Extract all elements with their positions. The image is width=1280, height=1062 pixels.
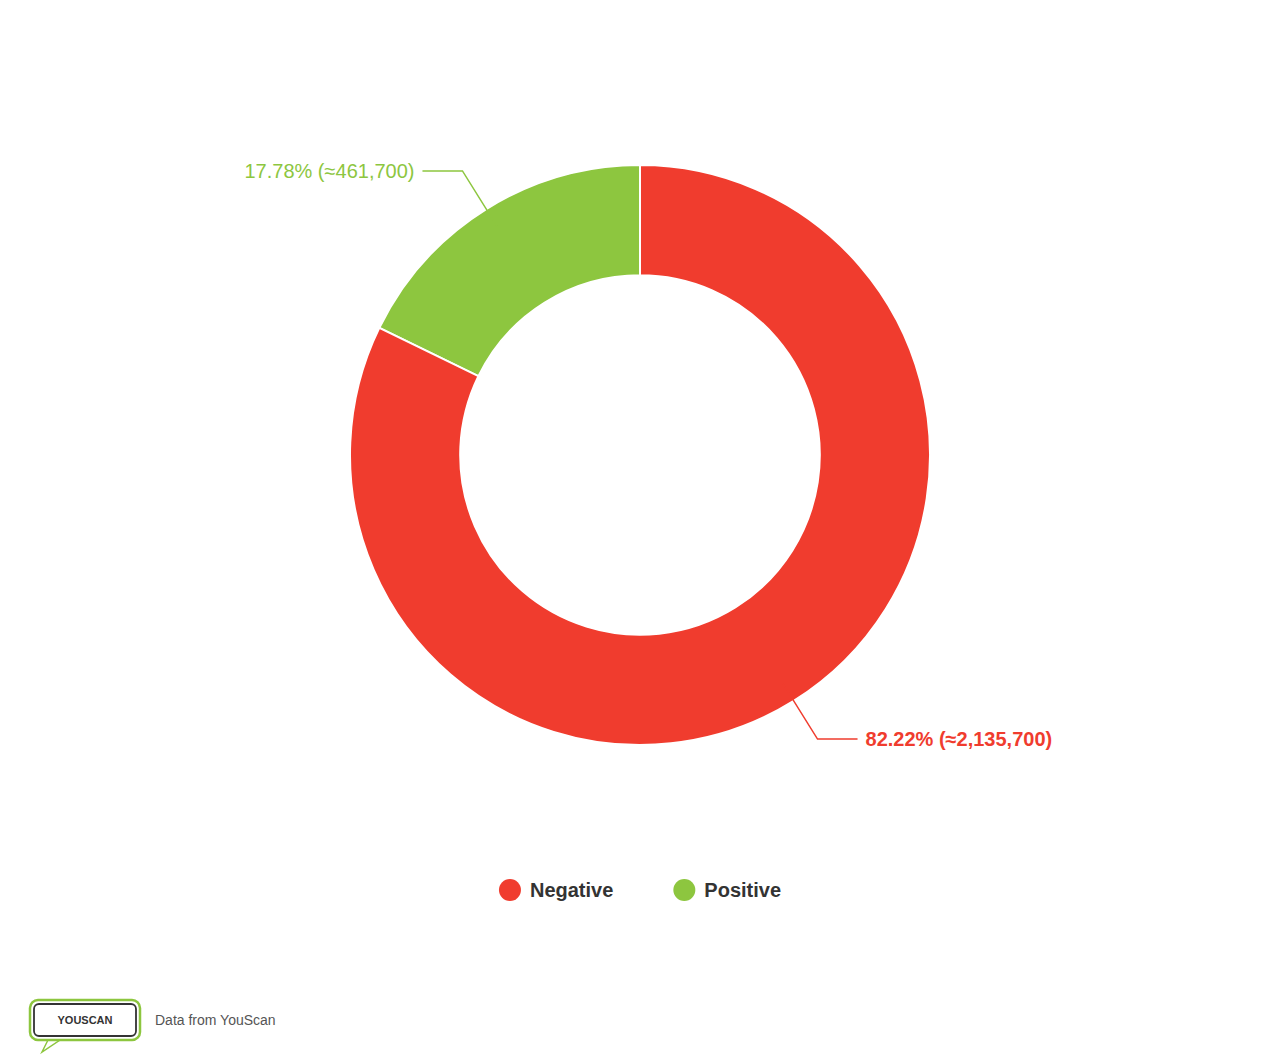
legend-label: Positive [704, 879, 781, 901]
slice [350, 165, 930, 745]
data-labels: 17.78% (≈461,700) 82.22% (≈2,135,700) [244, 160, 1052, 750]
legend-item: Positive [673, 879, 781, 901]
chart: 17.78% (≈461,700) 82.22% (≈2,135,700) Nega… [0, 0, 1280, 1062]
legend: Negative Positive [499, 879, 781, 901]
legend-marker [499, 879, 521, 901]
logo-outer [30, 1000, 140, 1040]
logo-tail [42, 1040, 60, 1052]
leader-line [783, 684, 857, 739]
slice [379, 165, 640, 376]
watermark-text: Data from YouScan [155, 1012, 276, 1028]
data-label: 82.22% (≈2,135,700) [866, 728, 1053, 750]
legend-label: Negative [530, 879, 613, 901]
leader-line [422, 171, 496, 226]
watermark: YOUSCAN Data from YouScan [30, 1000, 276, 1052]
logo-text: YOUSCAN [57, 1014, 112, 1026]
legend-marker [673, 879, 695, 901]
legend-item: Negative [499, 879, 613, 901]
donut [350, 165, 930, 745]
logo-inner [34, 1004, 136, 1036]
data-label: 17.78% (≈461,700) [244, 160, 414, 182]
